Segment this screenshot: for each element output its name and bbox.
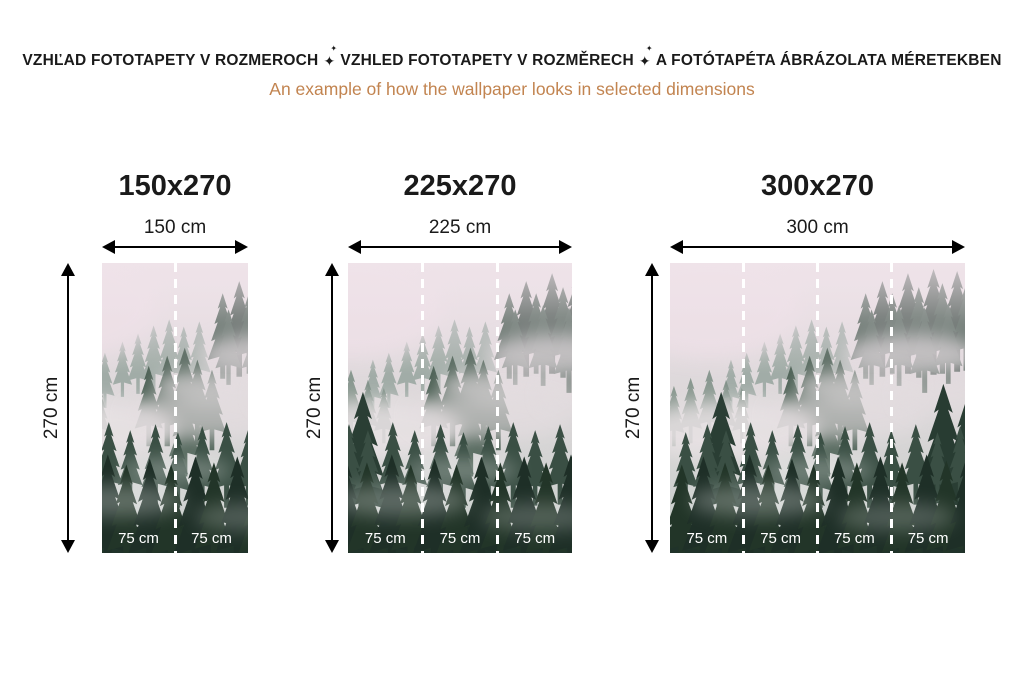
panel-2-height-arrow: [325, 263, 339, 553]
panel-3-width-arrow: [670, 240, 965, 254]
page-title: VZHĽAD FOTOTAPETY V ROZMEROCH ✦ ✦ VZHLED FO…: [0, 44, 1024, 70]
panel-1-width-label: 150 cm: [143, 217, 207, 238]
panel-divider-line: [742, 263, 746, 553]
panel-3-height-label: 270 cm: [623, 376, 644, 440]
segment-width-label: 75 cm: [364, 530, 406, 547]
title-part-sk: VZHĽAD FOTOTAPETY V ROZMEROCH: [22, 52, 319, 69]
misty-forest-image: [348, 263, 572, 553]
segment-width-label: 75 cm: [686, 530, 728, 547]
panel-3-wallpaper-preview: 75 cm 75 cm 75 cm 75 cm: [670, 263, 965, 553]
panel-1-height-label: 270 cm: [41, 376, 62, 440]
panel-divider-line: [889, 263, 893, 553]
panel-2-height-label: 270 cm: [304, 376, 325, 440]
panel-2-width-label: 225 cm: [428, 217, 492, 238]
panel-2-width-arrow: [348, 240, 572, 254]
panel-1-segment-labels: 75 cm 75 cm: [102, 530, 248, 547]
panel-divider-line: [816, 263, 819, 553]
sparkle-icon: ✦ ✦: [323, 44, 338, 69]
panel-divider-line: [495, 263, 499, 553]
panel-1-height-arrow: [61, 263, 75, 553]
segment-width-label: 75 cm: [118, 530, 159, 547]
panel-3-title: 300x270: [761, 170, 874, 202]
segment-width-label: 75 cm: [514, 530, 556, 547]
segment-width-label: 75 cm: [760, 530, 802, 547]
title-part-cz: VZHLED FOTOTAPETY V ROZMĚRECH: [340, 52, 634, 69]
panel-divider-line: [421, 263, 425, 553]
panel-1-width-arrow: [102, 240, 248, 254]
panel-2-wallpaper-preview: 75 cm 75 cm 75 cm: [348, 263, 572, 553]
panel-divider-line: [173, 263, 177, 553]
panel-2-title: 225x270: [403, 170, 517, 202]
panel-3-height-arrow: [645, 263, 659, 553]
segment-width-label: 75 cm: [439, 530, 481, 547]
panel-3-segment-labels: 75 cm 75 cm 75 cm 75 cm: [670, 530, 965, 547]
title-part-hu: A FOTÓTAPÉTA ÁBRÁZOLATA MÉRETEKBEN: [655, 52, 1002, 69]
panel-2-segment-labels: 75 cm 75 cm 75 cm: [348, 530, 572, 547]
panel-1-title: 150x270: [118, 170, 232, 202]
page-subtitle: An example of how the wallpaper looks in…: [269, 79, 755, 99]
segment-width-label: 75 cm: [191, 530, 232, 547]
panel-1-wallpaper-preview: 75 cm 75 cm: [102, 263, 248, 553]
segment-width-label: 75 cm: [833, 530, 875, 547]
segment-width-label: 75 cm: [907, 530, 949, 547]
sparkle-icon: ✦ ✦: [638, 44, 653, 69]
panel-3-width-label: 300 cm: [786, 217, 849, 238]
